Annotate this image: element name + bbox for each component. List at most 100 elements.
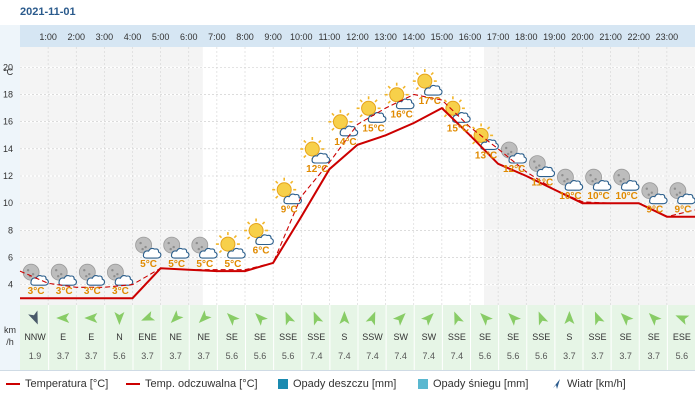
- y-tick-label: 8: [8, 225, 13, 235]
- wind-direction-label: SSE: [532, 332, 550, 342]
- temperature-value-label: 13°C: [475, 150, 497, 161]
- legend-snow-swatch: [418, 379, 428, 389]
- sun-cloud-icon: [412, 69, 443, 96]
- wind-arrow-icon: [392, 313, 406, 326]
- night-cloud-icon: [135, 236, 162, 259]
- night-cloud-icon: [557, 168, 584, 191]
- wind-arrow-icon: [198, 310, 212, 323]
- wind-direction-label: SW: [422, 332, 437, 342]
- temperature-value-label: 16°C: [391, 110, 413, 121]
- wind-speed-label: 3.7: [141, 351, 154, 361]
- wind-direction-label: SSE: [279, 332, 297, 342]
- temperature-value-label: 3°C: [112, 286, 129, 297]
- wind-direction-label: SSE: [589, 332, 607, 342]
- night-cloud-icon: [50, 263, 77, 286]
- wind-arrow-icon: [421, 313, 434, 326]
- hour-label: 18:00: [515, 32, 538, 42]
- legend-snow-label: Opady śniegu [mm]: [433, 378, 529, 390]
- hour-label: 9:00: [264, 32, 282, 42]
- wind-speed-label: 3.7: [591, 351, 604, 361]
- hour-label: 6:00: [180, 32, 198, 42]
- hour-label: 12:00: [346, 32, 369, 42]
- weather-chart: 1:00 2:00 3:00 4:00 5:00 6:00 7:00 8:00 9:00 10:0…: [0, 25, 695, 371]
- wind-arrow-icon: [56, 313, 70, 323]
- wind-speed-label: 7.4: [366, 351, 379, 361]
- hour-label: 13:00: [374, 32, 397, 42]
- sun-cloud-icon: [272, 177, 302, 205]
- wind-arrow-icon: [226, 313, 240, 326]
- wind-arrow-icon: [480, 313, 493, 326]
- temperature-value-label: 15°C: [447, 123, 469, 134]
- night-cloud-icon: [613, 168, 640, 191]
- legend-rain-label: Opady deszczu [mm]: [293, 378, 397, 390]
- chart-legend: Temperatura [°C] Temp. odczuwalna [°C] O…: [0, 374, 695, 396]
- temperature-value-label: 5°C: [168, 259, 185, 270]
- forecast-date: 2021-11-01: [20, 6, 76, 18]
- wind-arrow-icon: [454, 311, 464, 326]
- y-tick-label: 14: [3, 144, 13, 154]
- hour-label: 1:00: [39, 32, 57, 42]
- temperature-value-label: 6°C: [253, 245, 270, 256]
- wind-arrow-icon: [114, 312, 125, 325]
- legend-rain-swatch: [278, 379, 288, 389]
- hour-label: 2:00: [67, 32, 85, 42]
- night-cloud-icon: [22, 263, 49, 286]
- sun-cloud-icon: [300, 137, 331, 164]
- hour-label: 21:00: [599, 32, 622, 42]
- wind-arrow-icon: [170, 310, 184, 323]
- wind-arrow-icon: [141, 311, 156, 321]
- wind-arrow-dark-icon: [28, 310, 38, 325]
- wind-speed-label: 3.7: [648, 351, 661, 361]
- wind-arrow-icon: [564, 311, 575, 324]
- night-cloud-icon: [191, 236, 218, 259]
- wind-direction-label: SE: [479, 332, 491, 342]
- wind-direction-label: SE: [507, 332, 519, 342]
- wind-arrow-icon: [84, 313, 98, 323]
- temperature-value-label: 14°C: [334, 137, 356, 148]
- hour-label: 14:00: [402, 32, 425, 42]
- hour-label: 15:00: [431, 32, 454, 42]
- temperature-value-label: 17°C: [419, 96, 441, 107]
- wind-arrow-icon: [365, 311, 376, 326]
- night-cloud-icon: [528, 155, 556, 178]
- hour-label: 22:00: [627, 32, 650, 42]
- wind-direction-label: SE: [620, 332, 632, 342]
- y-tick-label: 16: [3, 117, 13, 127]
- legend-temperature-swatch: [6, 383, 20, 385]
- wind-direction-label: SE: [254, 332, 266, 342]
- legend-temperature: Temperatura [°C]: [6, 378, 108, 390]
- wind-arrow-icon: [313, 311, 324, 326]
- wind-speed-label: 1.9: [29, 351, 42, 361]
- temperature-value-label: 10°C: [587, 191, 609, 202]
- legend-snow: Opady śniegu [mm]: [418, 378, 528, 390]
- sun-cloud-icon: [215, 232, 246, 259]
- wind-arrow-icon: [620, 313, 634, 326]
- y-tick-label: 20: [3, 62, 13, 72]
- hour-label: 7:00: [208, 32, 226, 42]
- wind-speed-label: 7.4: [310, 351, 323, 361]
- wind-direction-label: SE: [226, 332, 238, 342]
- wind-arrow-icon: [508, 313, 521, 326]
- temperature-value-label: 3°C: [84, 286, 101, 297]
- wind-speed-label: 7.4: [451, 351, 464, 361]
- wind-direction-label: ENE: [138, 332, 157, 342]
- hour-label: 11:00: [318, 32, 340, 42]
- wind-speed-label: 7.4: [394, 351, 407, 361]
- y-tick-label: 4: [8, 280, 13, 290]
- wind-direction-label: NE: [198, 332, 211, 342]
- night-cloud-icon: [163, 236, 190, 259]
- wind-arrow-icon: [255, 313, 268, 326]
- y-axis-unit: °C: [3, 67, 14, 77]
- night-cloud-icon: [641, 182, 668, 205]
- wind-speed-label: 5.6: [113, 351, 126, 361]
- wind-direction-label: S: [341, 332, 347, 342]
- legend-feels-like: Temp. odczuwalna [°C]: [126, 378, 258, 390]
- wind-unit-label: km: [4, 325, 16, 335]
- temperature-value-label: 5°C: [225, 259, 242, 270]
- wind-direction-label: SE: [648, 332, 660, 342]
- wind-arrow-icon: [594, 311, 605, 326]
- hour-label: 17:00: [487, 32, 510, 42]
- sun-cloud-icon: [244, 218, 274, 246]
- legend-rain: Opady deszczu [mm]: [278, 378, 396, 390]
- wind-speed-label: 5.6: [535, 351, 548, 361]
